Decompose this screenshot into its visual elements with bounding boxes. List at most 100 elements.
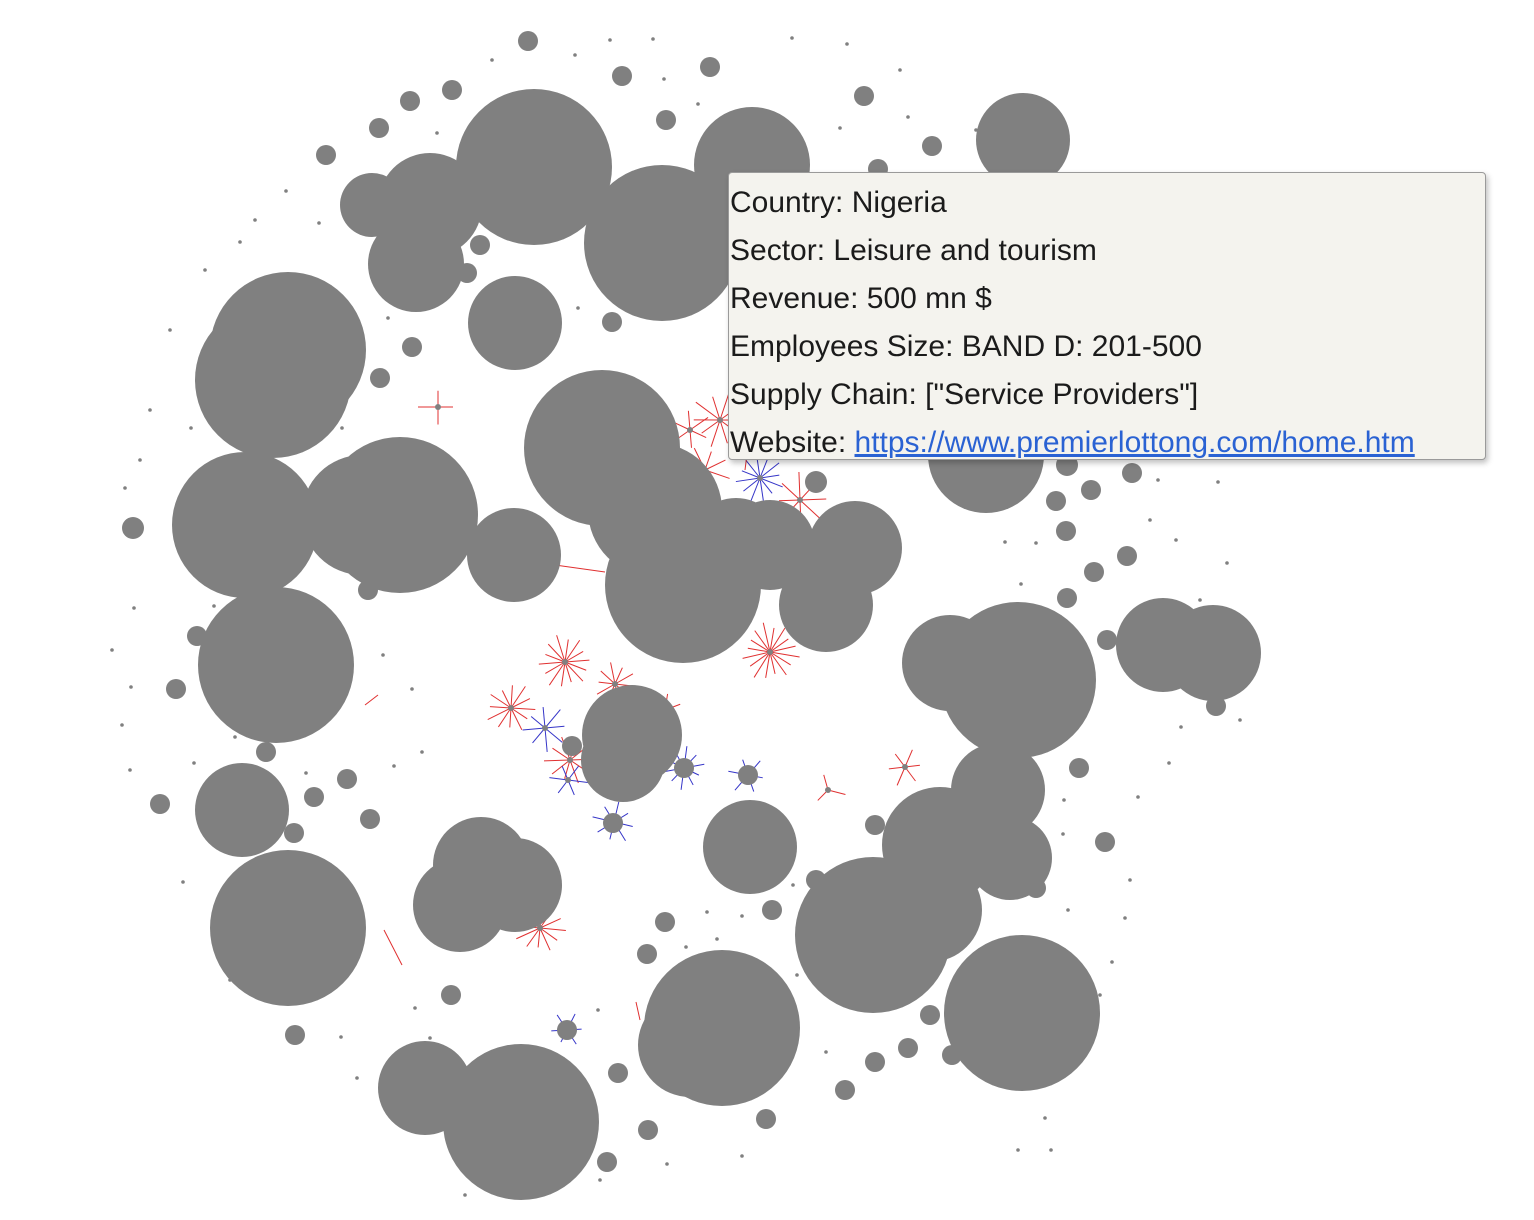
graph-node-tiny[interactable] — [898, 68, 902, 72]
graph-node-tiny[interactable] — [233, 735, 237, 739]
graph-node-tiny[interactable] — [1167, 761, 1171, 765]
graph-node-tiny[interactable] — [1179, 725, 1183, 729]
graph-node-tiny[interactable] — [1225, 561, 1229, 565]
graph-node-small[interactable] — [470, 235, 490, 255]
graph-node-tiny[interactable] — [974, 128, 978, 132]
graph-node-small[interactable] — [285, 1025, 305, 1045]
graph-node-tiny[interactable] — [705, 910, 709, 914]
graph-node-tiny[interactable] — [684, 945, 688, 949]
graph-node-tiny[interactable] — [651, 37, 655, 41]
graph-node-tiny[interactable] — [1174, 538, 1178, 542]
graph-node-hub[interactable] — [567, 757, 573, 763]
graph-node-hub[interactable] — [681, 765, 687, 771]
graph-node-tiny[interactable] — [845, 42, 849, 46]
graph-node-small[interactable] — [122, 517, 144, 539]
graph-node-tiny[interactable] — [1156, 478, 1160, 482]
graph-node-large[interactable] — [968, 816, 1052, 900]
graph-node-tiny[interactable] — [573, 53, 577, 57]
graph-node-small[interactable] — [1046, 491, 1066, 511]
graph-node-small[interactable] — [166, 679, 186, 699]
graph-node-small[interactable] — [898, 1038, 918, 1058]
graph-node-large[interactable] — [638, 993, 742, 1097]
graph-node-small[interactable] — [1097, 630, 1117, 650]
graph-node-small[interactable] — [1056, 521, 1076, 541]
graph-node-hub[interactable] — [637, 767, 643, 773]
graph-node-hub[interactable] — [537, 925, 543, 931]
graph-node-large[interactable] — [468, 276, 562, 370]
graph-node-small[interactable] — [806, 870, 826, 890]
graph-node-tiny[interactable] — [1066, 908, 1070, 912]
graph-node-small[interactable] — [442, 80, 462, 100]
graph-node-tiny[interactable] — [824, 1050, 828, 1054]
graph-node-hub[interactable] — [435, 404, 441, 410]
graph-node-tiny[interactable] — [148, 408, 152, 412]
graph-node-hub[interactable] — [797, 497, 803, 503]
graph-node-tiny[interactable] — [576, 306, 580, 310]
graph-node-small[interactable] — [920, 1005, 940, 1025]
graph-node-small[interactable] — [922, 136, 942, 156]
graph-node-tiny[interactable] — [340, 426, 344, 430]
graph-node-tiny[interactable] — [1016, 1148, 1020, 1152]
graph-node-tiny[interactable] — [386, 316, 390, 320]
graph-node-small[interactable] — [1069, 758, 1089, 778]
graph-node-tiny[interactable] — [392, 764, 396, 768]
graph-node-large[interactable] — [902, 615, 998, 711]
graph-node-tiny[interactable] — [181, 880, 185, 884]
graph-node-tiny[interactable] — [598, 1178, 602, 1182]
graph-node-tiny[interactable] — [203, 268, 207, 272]
graph-node-small[interactable] — [762, 900, 782, 920]
graph-node-small[interactable] — [1057, 588, 1077, 608]
graph-node-hub[interactable] — [564, 1027, 570, 1033]
graph-node-small[interactable] — [457, 263, 477, 283]
graph-node-tiny[interactable] — [123, 486, 127, 490]
graph-node-hub[interactable] — [757, 475, 763, 481]
graph-node-tiny[interactable] — [317, 221, 321, 225]
graph-node-small[interactable] — [284, 823, 304, 843]
graph-node-hub[interactable] — [612, 681, 618, 687]
graph-node-hub[interactable] — [717, 417, 723, 423]
graph-node-tiny[interactable] — [1061, 832, 1065, 836]
graph-node-hub[interactable] — [542, 725, 548, 731]
graph-node-hub[interactable] — [825, 787, 831, 793]
graph-node-small[interactable] — [608, 1063, 628, 1083]
graph-node-tiny[interactable] — [608, 38, 612, 42]
graph-node-tiny[interactable] — [596, 1008, 600, 1012]
graph-node-tiny[interactable] — [138, 458, 142, 462]
graph-node-small[interactable] — [655, 912, 675, 932]
graph-node-tiny[interactable] — [1019, 582, 1023, 586]
graph-node-large[interactable] — [584, 165, 740, 321]
website-link[interactable]: https://www.premierlottong.com/home.htm — [854, 426, 1415, 459]
graph-node-small[interactable] — [562, 736, 582, 756]
graph-node-small[interactable] — [400, 91, 420, 111]
graph-node-tiny[interactable] — [132, 606, 136, 610]
graph-node-small[interactable] — [316, 145, 336, 165]
graph-node-tiny[interactable] — [413, 1006, 417, 1010]
graph-node-large[interactable] — [1165, 605, 1261, 701]
graph-node-small[interactable] — [1206, 696, 1226, 716]
graph-node-small[interactable] — [656, 110, 676, 130]
graph-node-large[interactable] — [878, 858, 982, 962]
graph-node-small[interactable] — [1122, 463, 1142, 483]
graph-node-tiny[interactable] — [1110, 960, 1114, 964]
graph-node-small[interactable] — [370, 368, 390, 388]
graph-node-small[interactable] — [518, 31, 538, 51]
graph-node-tiny[interactable] — [1238, 718, 1242, 722]
graph-node-tiny[interactable] — [1243, 658, 1247, 662]
graph-node-hub[interactable] — [611, 819, 617, 825]
graph-node-small[interactable] — [854, 86, 874, 106]
graph-node-large[interactable] — [198, 587, 354, 743]
graph-node-tiny[interactable] — [1003, 540, 1007, 544]
graph-node-tiny[interactable] — [1049, 1148, 1053, 1152]
graph-node-tiny[interactable] — [284, 189, 288, 193]
graph-node-hub[interactable] — [702, 467, 708, 473]
graph-node-large[interactable] — [976, 93, 1070, 187]
graph-node-small[interactable] — [304, 787, 324, 807]
graph-node-hub[interactable] — [745, 772, 751, 778]
graph-node-small[interactable] — [1026, 878, 1046, 898]
graph-node-tiny[interactable] — [355, 1076, 359, 1080]
graph-node-tiny[interactable] — [420, 750, 424, 754]
graph-node-tiny[interactable] — [128, 768, 132, 772]
graph-node-hub[interactable] — [662, 707, 668, 713]
graph-node-large[interactable] — [808, 501, 902, 595]
